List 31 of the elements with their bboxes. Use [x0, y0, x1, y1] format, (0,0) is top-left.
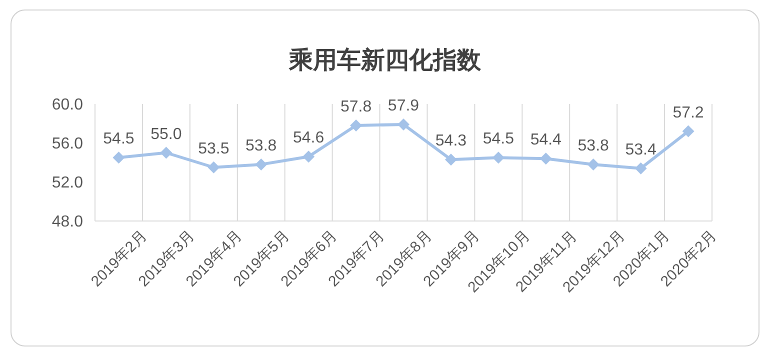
data-label: 57.9: [388, 97, 420, 114]
data-label: 53.8: [578, 137, 610, 154]
point: [112, 152, 125, 164]
y-tick-label: 60.0: [52, 96, 84, 114]
data-label: 54.6: [293, 130, 324, 147]
chart-title: 乘用车新四化指数: [288, 47, 482, 74]
point: [587, 158, 600, 170]
point: [492, 152, 504, 164]
data-label: 54.5: [103, 130, 134, 148]
point: [444, 154, 457, 166]
point: [350, 119, 362, 132]
point: [208, 161, 220, 174]
data-label: 54.4: [530, 132, 562, 149]
data-label: 54.5: [482, 130, 514, 148]
data-label: 57.2: [672, 104, 704, 122]
point: [398, 118, 410, 130]
point: [302, 150, 315, 163]
data-label: 54.3: [435, 132, 467, 150]
y-tick-label: 52.0: [52, 174, 84, 192]
y-tick-label: 48.0: [52, 214, 84, 231]
data-label: 53.8: [246, 137, 277, 154]
data-label: 57.8: [340, 98, 372, 116]
point: [540, 152, 552, 165]
point: [682, 125, 694, 138]
point: [255, 158, 268, 170]
point: [634, 162, 647, 174]
data-label: 53.5: [198, 140, 230, 158]
data-label: 55.0: [150, 126, 182, 143]
data-label: 53.4: [625, 141, 656, 158]
point: [160, 146, 172, 159]
y-tick-label: 56.0: [52, 136, 84, 153]
